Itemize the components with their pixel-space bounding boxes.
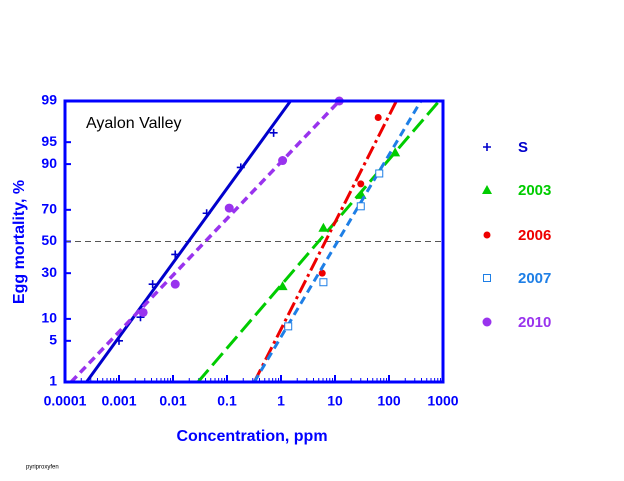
y-tick-label: 70: [41, 201, 57, 217]
point: [115, 336, 123, 345]
point: [374, 113, 382, 121]
point: [356, 202, 365, 211]
fit-line: [252, 100, 423, 383]
y-tick-label: 5: [49, 332, 57, 348]
point: [236, 163, 245, 172]
y-tick-label: 30: [41, 264, 57, 280]
footnote: pyriproxyfen: [26, 465, 59, 471]
plot-frame: [63, 99, 445, 384]
point: [375, 169, 384, 178]
annotation: Ayalon Valley: [86, 115, 181, 132]
point: [284, 322, 293, 331]
y-tick-label: 10: [41, 310, 57, 326]
legend-marker: [482, 185, 492, 194]
legend-label: 2006: [518, 227, 551, 244]
legend-marker: [483, 231, 491, 239]
x-tick-label: 0.0001: [44, 393, 87, 409]
point: [278, 156, 288, 166]
x-tick-label: 100: [377, 393, 401, 409]
x-tick-label: 0.001: [101, 393, 136, 409]
point: [318, 269, 326, 277]
point: [319, 278, 328, 287]
x-tick-label: 0.01: [159, 393, 186, 409]
point: [390, 147, 401, 157]
point: [171, 250, 180, 259]
y-tick-label: 95: [41, 133, 57, 149]
point: [202, 209, 211, 218]
y-tick-label: 99: [41, 92, 57, 108]
x-tick-label: 10: [327, 393, 343, 409]
y-tick-label: 1: [49, 373, 57, 389]
y-axis-label: Egg mortality, %: [11, 180, 28, 304]
legend-marker: [482, 317, 492, 327]
legend-marker: [483, 143, 491, 151]
legend-marker: [483, 274, 491, 282]
point: [277, 281, 288, 291]
x-tick-label: 1000: [427, 393, 458, 409]
legend-label: S: [518, 139, 528, 156]
point: [138, 307, 148, 317]
x-tick-label: 0.1: [217, 393, 237, 409]
legend-label: 2007: [518, 270, 551, 287]
legend-label: 2003: [518, 182, 551, 199]
x-tick-label: 1: [277, 393, 285, 409]
fit-line: [252, 100, 398, 383]
point: [224, 203, 234, 213]
y-tick-label: 50: [41, 232, 57, 248]
x-axis-label: Concentration, ppm: [176, 428, 327, 445]
point: [318, 222, 329, 232]
point: [170, 279, 180, 289]
y-tick-label: 90: [41, 155, 57, 171]
fit-line: [85, 100, 292, 383]
point: [269, 128, 278, 137]
fit-line: [196, 100, 441, 383]
point: [357, 180, 365, 188]
legend-label: 2010: [518, 314, 551, 331]
point: [148, 280, 157, 289]
